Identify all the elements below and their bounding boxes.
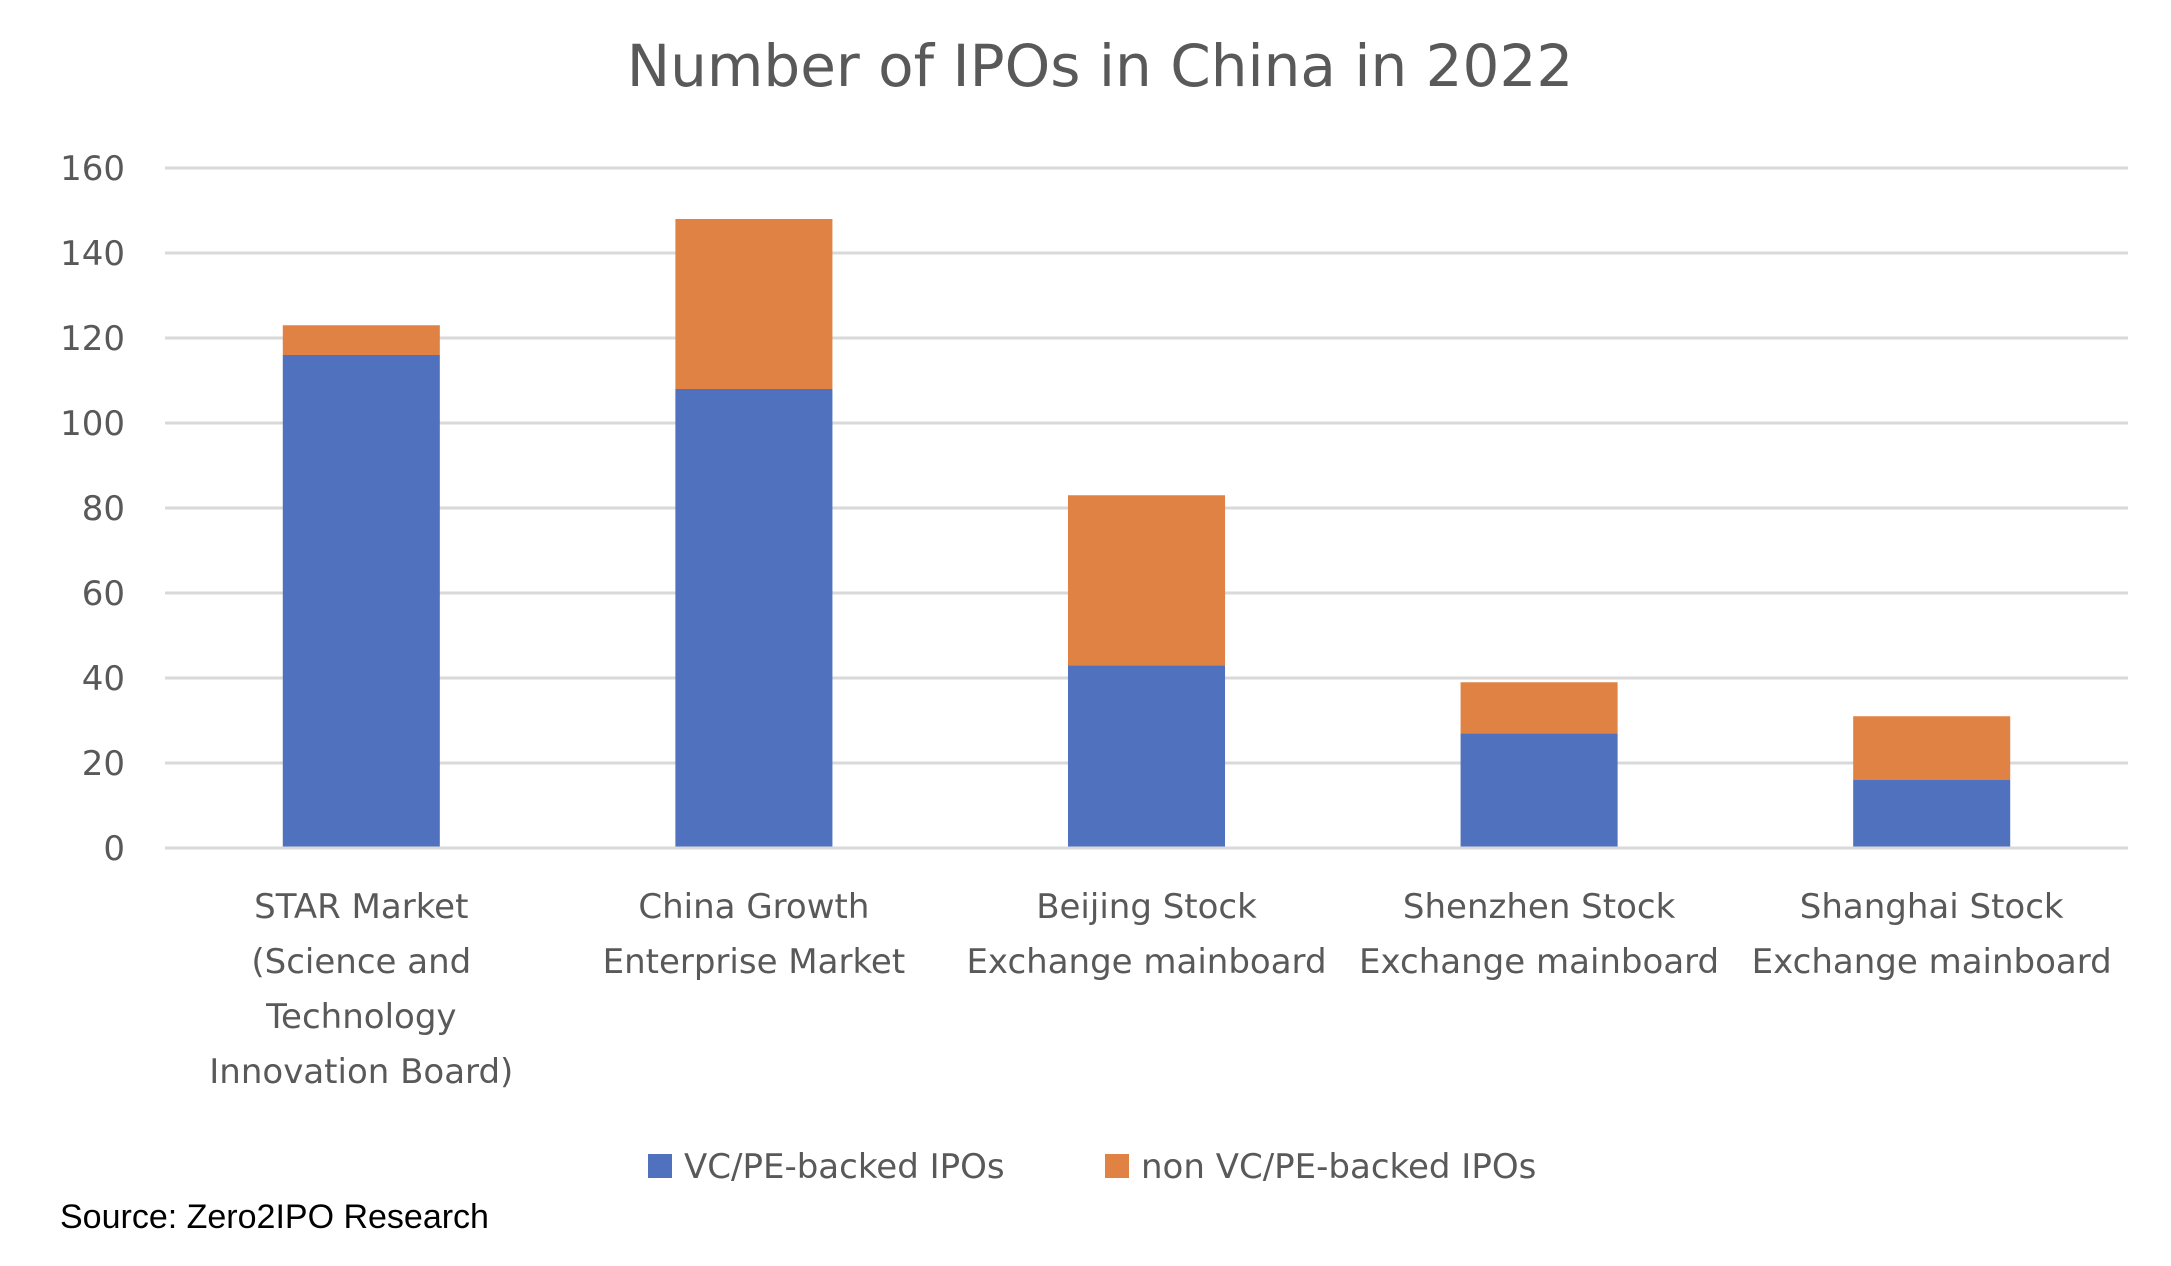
y-tick-label: 80 bbox=[82, 489, 125, 529]
x-category-label: Beijing Stock bbox=[1036, 887, 1257, 927]
x-category-label: Exchange mainboard bbox=[966, 942, 1326, 982]
legend-swatch bbox=[1105, 1154, 1129, 1178]
x-category-label: Innovation Board) bbox=[209, 1052, 513, 1092]
y-tick-label: 120 bbox=[60, 319, 125, 359]
bar-segment-vc-pe-backed bbox=[1067, 665, 1226, 848]
bar-segment-non-vc-pe-backed bbox=[675, 219, 833, 389]
bar-segment-vc-pe-backed bbox=[675, 389, 833, 848]
x-axis-category-labels: STAR Market (Science and Technology Innovat… bbox=[209, 887, 2111, 1092]
y-tick-label: 40 bbox=[82, 659, 125, 699]
x-category-label: Shenzhen Stock bbox=[1403, 887, 1676, 927]
legend-label: VC/PE-backed IPOs bbox=[684, 1147, 1005, 1187]
bar-segment-non-vc-pe-backed bbox=[1460, 682, 1618, 734]
y-tick-label: 0 bbox=[103, 829, 125, 869]
x-category-label: Exchange mainboard bbox=[1752, 942, 2112, 982]
x-category-label: China Growth bbox=[638, 887, 869, 927]
legend: VC/PE-backed IPOs non VC/PE-backed IPOs bbox=[648, 1147, 1536, 1187]
y-axis-tick-labels: 0 20 40 60 80 100 120 140 160 bbox=[60, 149, 125, 869]
source-note: Source: Zero2IPO Research bbox=[60, 1198, 489, 1236]
bar-segment-vc-pe-backed bbox=[1460, 733, 1618, 848]
chart-title: Number of IPOs in China in 2022 bbox=[627, 32, 1574, 100]
x-category-label: (Science and bbox=[251, 942, 471, 982]
bar-segment-non-vc-pe-backed bbox=[1067, 495, 1226, 666]
x-category-label: Enterprise Market bbox=[603, 942, 906, 982]
y-tick-label: 60 bbox=[82, 574, 125, 614]
x-category-label: STAR Market bbox=[254, 887, 468, 927]
legend-label: non VC/PE-backed IPOs bbox=[1141, 1147, 1536, 1187]
x-category-label: Exchange mainboard bbox=[1359, 942, 1719, 982]
x-category-label: Shanghai Stock bbox=[1800, 887, 2064, 927]
bar-segment-vc-pe-backed bbox=[282, 355, 440, 848]
legend-swatch bbox=[648, 1154, 672, 1178]
y-tick-label: 140 bbox=[60, 234, 125, 274]
bar-segment-non-vc-pe-backed bbox=[282, 325, 440, 355]
y-tick-label: 100 bbox=[60, 404, 125, 444]
x-category-label: Technology bbox=[265, 997, 456, 1037]
bar-segment-non-vc-pe-backed bbox=[1853, 716, 2011, 780]
y-tick-label: 20 bbox=[82, 744, 125, 784]
bars bbox=[282, 219, 2011, 848]
bar-segment-vc-pe-backed bbox=[1853, 780, 2011, 848]
y-tick-label: 160 bbox=[60, 149, 125, 189]
